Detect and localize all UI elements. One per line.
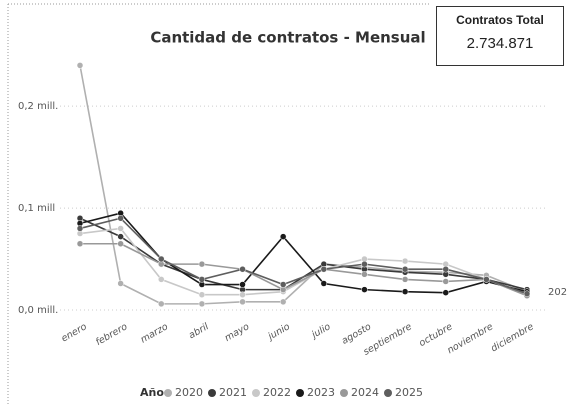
legend-label: 2022 [263,386,291,399]
legend-label: 2024 [351,386,379,399]
point [158,255,165,263]
point [279,298,287,306]
point [198,300,206,308]
point [279,281,287,288]
series-line [79,217,528,295]
point [76,62,84,69]
legend-title: Año [140,386,164,399]
point [401,257,409,265]
x-tick-label: mayo [223,321,252,344]
point [239,281,246,288]
x-tick-label: agosto [340,321,374,347]
legend-swatch [340,389,348,397]
point [442,278,449,285]
point [320,280,328,287]
legend-label: 2021 [219,386,247,399]
x-tick-label: julio [308,321,332,341]
point [361,271,368,278]
point [117,233,124,240]
annotation: 202 [548,287,567,298]
point [117,215,124,222]
kpi-value: 2.734.871 [466,35,534,52]
point [76,240,84,247]
point [158,276,165,283]
point [401,265,409,273]
legend-label: 2023 [307,386,335,399]
point [76,225,84,232]
point [442,289,449,296]
x-tick-label: marzo [139,321,170,346]
point [361,260,368,268]
x-tick-label: abril [187,321,211,341]
point [239,291,246,298]
x-tick-label: enero [59,321,88,344]
point [483,276,490,283]
point [117,240,124,247]
point [279,233,287,240]
point [401,276,409,283]
x-tick-label: noviembre [445,321,495,356]
series-line [80,242,528,297]
legend-swatch [208,389,216,397]
legend-label: 2025 [395,386,423,399]
y-tick-label: 0,2 mill. [18,101,58,112]
series-line [79,227,528,296]
legend-swatch [164,389,172,397]
x-tick-label: diciembre [489,321,536,354]
kpi-card: Contratos Total 2.734.871 [436,6,564,66]
point [158,300,165,308]
legend-swatch [252,389,260,397]
point [239,265,246,273]
point [239,298,246,306]
kpi-label: Contratos Total [456,13,544,27]
y-tick-label: 0,0 mill. [18,305,58,316]
point [361,286,368,293]
point [198,260,206,268]
x-tick-label: febrero [94,321,130,348]
point [117,280,124,287]
point [523,290,531,297]
x-tick-label: junio [265,321,292,343]
point [320,265,328,273]
point [198,276,206,283]
point [442,265,449,273]
chart-title: Cantidad de contratos - Mensual [150,29,425,47]
y-tick-label: 0,1 mill [18,203,55,214]
legend-swatch [384,389,392,397]
legend-label: 2020 [175,386,203,399]
point [117,225,124,232]
point [198,291,206,298]
point [401,288,409,295]
series-line [79,65,528,305]
legend-swatch [296,389,304,397]
